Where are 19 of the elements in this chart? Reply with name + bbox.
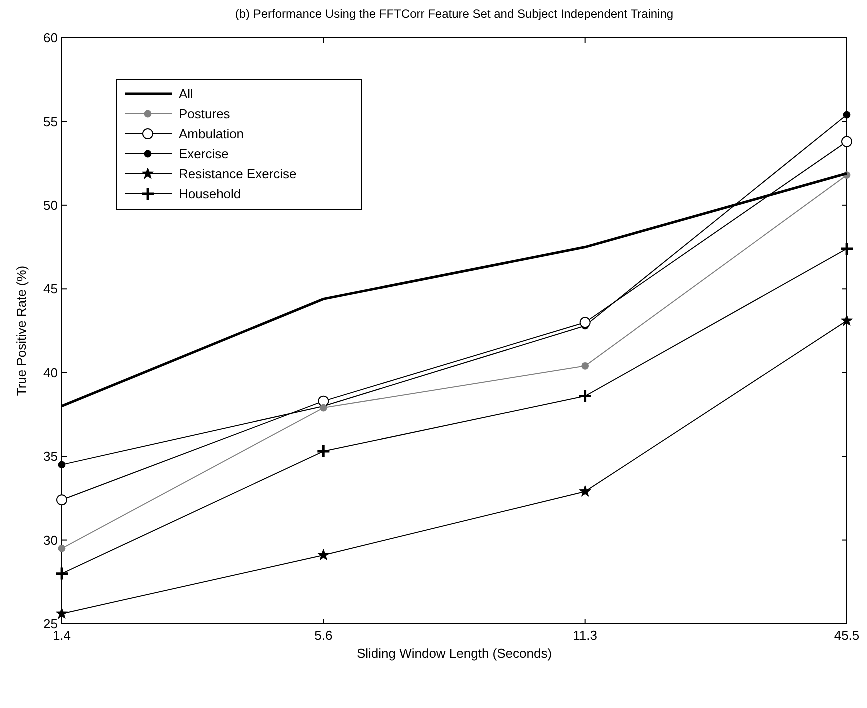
legend-label: Resistance Exercise: [179, 166, 297, 182]
y-tick-label: 50: [44, 198, 58, 213]
y-tick-label: 60: [44, 30, 58, 46]
y-axis-title: True Positive Rate (%): [14, 266, 29, 396]
y-tick-label: 40: [44, 365, 58, 380]
chart-title: (b) Performance Using the FFTCorr Feature Set and Subject Independent Training: [235, 7, 674, 21]
y-tick-label: 55: [44, 114, 58, 130]
x-tick-label: 45.5: [834, 628, 860, 643]
legend-label: Household: [179, 186, 242, 202]
y-tick-label: 45: [44, 282, 58, 297]
legend-label: Postures: [179, 106, 231, 122]
x-tick-label: 11.3: [573, 628, 598, 643]
x-axis-title: Sliding Window Length (Seconds): [356, 646, 552, 661]
x-tick-label: 5.6: [314, 628, 333, 643]
legend-label: Exercise: [179, 146, 229, 162]
legend-label: All: [179, 86, 194, 102]
y-tick-label: 35: [44, 449, 58, 464]
legend-label: Ambulation: [179, 126, 244, 142]
y-tick-label: 30: [44, 532, 58, 548]
